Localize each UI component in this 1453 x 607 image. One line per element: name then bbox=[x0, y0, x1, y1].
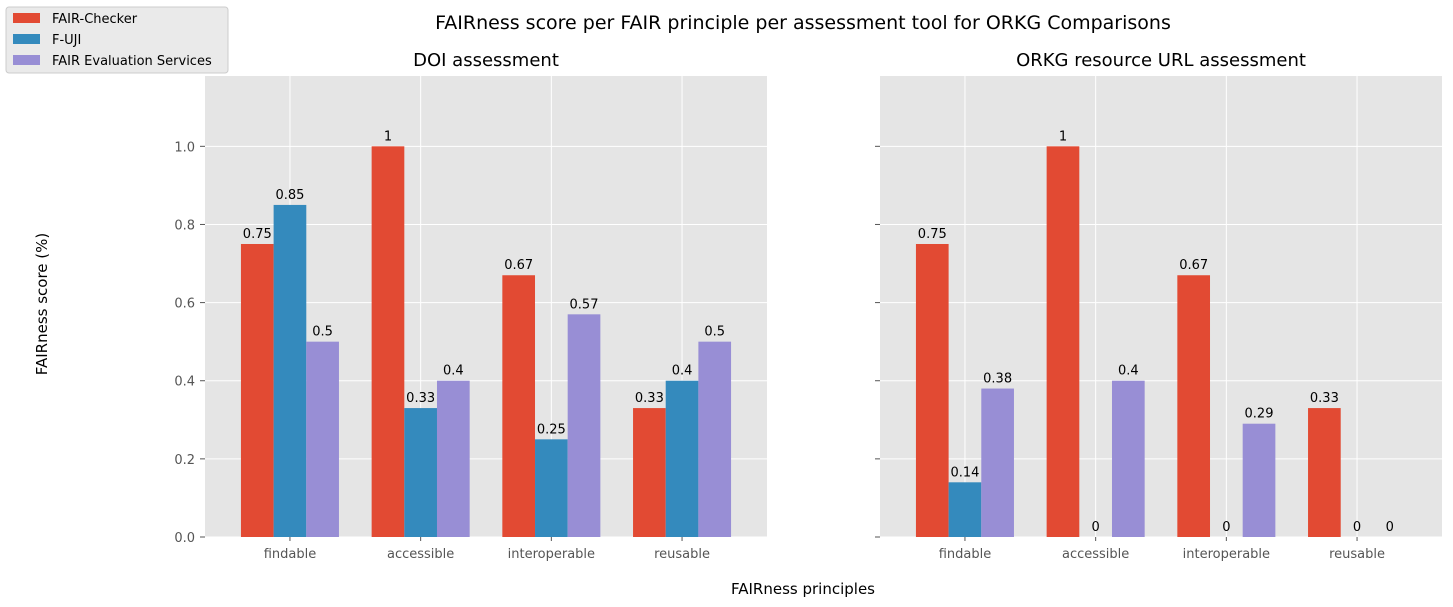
bar-f-uji-interoperable bbox=[535, 439, 568, 537]
bar-fair-checker-reusable bbox=[633, 408, 666, 537]
bar-fair-evaluation-services-findable bbox=[306, 341, 339, 537]
bar-value-label: 0.57 bbox=[570, 297, 599, 312]
legend-swatch-fair-checker bbox=[13, 13, 40, 23]
bar-value-label: 1 bbox=[384, 129, 392, 144]
legend-label-fair-evaluation-services: FAIR Evaluation Services bbox=[52, 54, 212, 69]
legend-label-f-uji: F-UJI bbox=[52, 33, 81, 48]
x-tick-label: reusable bbox=[654, 547, 710, 562]
bar-value-label: 0.33 bbox=[1310, 391, 1339, 406]
bar-fair-checker-interoperable bbox=[1177, 275, 1211, 537]
x-tick-label: accessible bbox=[387, 547, 454, 562]
bar-fair-evaluation-services-accessible bbox=[436, 380, 470, 537]
bar-f-uji-findable bbox=[948, 482, 982, 537]
bar-f-uji-reusable bbox=[665, 380, 699, 537]
bar-value-label: 0.14 bbox=[950, 465, 979, 480]
bar-value-label: 0.4 bbox=[1118, 364, 1139, 379]
y-tick-label: 0.0 bbox=[174, 531, 195, 546]
y-tick-label: 1.0 bbox=[174, 140, 195, 155]
legend-frame bbox=[5, 6, 229, 74]
bar-value-label: 0 bbox=[1386, 520, 1394, 535]
y-tick-label: 0.6 bbox=[174, 297, 195, 312]
y-tick-label: 0.4 bbox=[174, 375, 195, 390]
panel-title: ORKG resource URL assessment bbox=[1016, 50, 1306, 71]
bar-value-label: 1 bbox=[1059, 129, 1067, 144]
bar-fair-evaluation-services-findable bbox=[981, 388, 1014, 537]
panel-title: DOI assessment bbox=[413, 50, 559, 71]
bar-value-label: 0.38 bbox=[983, 372, 1012, 387]
x-tick-label: interoperable bbox=[1183, 547, 1270, 562]
bar-value-label: 0.25 bbox=[537, 422, 566, 437]
bar-value-label: 0 bbox=[1353, 520, 1361, 535]
legend-swatch-fair-evaluation-services bbox=[13, 55, 40, 65]
orkg-url-assessment-panel: findable accessible interoperable reusable0… bbox=[875, 50, 1442, 562]
bar-fair-evaluation-services-interoperable bbox=[567, 314, 601, 537]
x-tick-label: accessible bbox=[1062, 547, 1129, 562]
bar-fair-checker-reusable bbox=[1308, 408, 1341, 537]
legend: FAIR-Checker F-UJI FAIR Evaluation Servi… bbox=[5, 6, 229, 74]
plot-area bbox=[880, 76, 1442, 537]
bar-fair-checker-findable bbox=[240, 243, 274, 538]
y-tick-label: 0.8 bbox=[174, 218, 195, 233]
bar-fair-evaluation-services-interoperable bbox=[1242, 423, 1276, 537]
x-tick-label: reusable bbox=[1329, 547, 1385, 562]
doi-assessment-panel: 0.0 0.2 0.4 0.6 0.8 1.0 findable accessible inte… bbox=[174, 50, 767, 562]
legend-label-fair-checker: FAIR-Checker bbox=[52, 12, 138, 27]
bar-value-label: 0.33 bbox=[406, 391, 435, 406]
bar-value-label: 0.5 bbox=[704, 325, 725, 340]
x-axis-label: FAIRness principles bbox=[731, 580, 875, 598]
bar-fair-checker-accessible bbox=[1046, 146, 1080, 538]
bar-value-label: 0.67 bbox=[1179, 258, 1208, 273]
figure-title: FAIRness score per FAIR principle per as… bbox=[435, 12, 1171, 34]
bar-f-uji-findable bbox=[273, 204, 307, 538]
bar-value-label: 0.75 bbox=[243, 227, 272, 242]
bar-value-label: 0.67 bbox=[504, 258, 533, 273]
bar-fair-evaluation-services-accessible bbox=[1111, 380, 1145, 537]
bar-value-label: 0.4 bbox=[672, 364, 693, 379]
x-tick-label: findable bbox=[939, 547, 992, 562]
bar-value-label: 0 bbox=[1092, 520, 1100, 535]
bar-value-label: 0.4 bbox=[443, 364, 464, 379]
x-tick-label: interoperable bbox=[508, 547, 595, 562]
bar-value-label: 0.5 bbox=[312, 325, 333, 340]
bar-f-uji-accessible bbox=[404, 408, 437, 537]
bar-value-label: 0.29 bbox=[1245, 407, 1274, 422]
legend-swatch-f-uji bbox=[13, 34, 40, 44]
y-axis-label: FAIRness score (%) bbox=[33, 233, 51, 376]
bar-value-label: 0 bbox=[1222, 520, 1230, 535]
bar-fair-checker-findable bbox=[915, 243, 949, 538]
x-tick-label: findable bbox=[264, 547, 317, 562]
bar-value-label: 0.33 bbox=[635, 391, 664, 406]
bar-fair-checker-interoperable bbox=[502, 275, 536, 537]
bar-value-label: 0.75 bbox=[918, 227, 947, 242]
bar-value-label: 0.85 bbox=[275, 188, 304, 203]
bar-fair-evaluation-services-reusable bbox=[698, 341, 732, 537]
bar-fair-checker-accessible bbox=[371, 146, 405, 538]
y-tick-label: 0.2 bbox=[174, 453, 195, 468]
